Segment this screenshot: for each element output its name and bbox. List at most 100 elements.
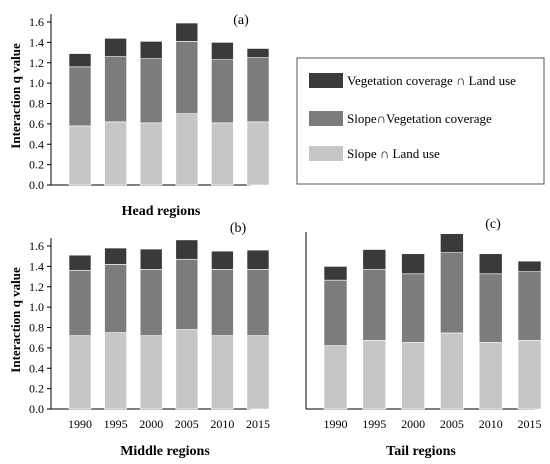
x-tick-label-tail-1990: 1990 xyxy=(324,417,348,431)
y-tick-label-head: 0.4 xyxy=(29,137,44,151)
x-tick-label-middle-2005: 2005 xyxy=(175,417,199,431)
bar-tail-2000-veg-land xyxy=(401,253,425,275)
bar-head-2005-slope-veg xyxy=(175,41,199,114)
bar-head-2000-veg-land xyxy=(139,41,163,59)
chart-middle-regions: Interaction q value (b) Middle regions 0… xyxy=(8,221,270,459)
bar-middle-1990-veg-land xyxy=(68,254,92,271)
bar-tail-2005-veg-land xyxy=(440,233,464,253)
x-tick-label-middle-2000: 2000 xyxy=(139,417,163,431)
region-label-middle: Middle regions xyxy=(120,444,210,459)
panel-label-a: (a) xyxy=(233,13,249,28)
y-tick-label-middle: 1.2 xyxy=(29,280,44,294)
bar-middle-1995-slope-land xyxy=(104,332,127,410)
bar-middle-2000-slope-veg xyxy=(139,269,163,336)
bar-head-2010-veg-land xyxy=(211,42,234,60)
x-tick-label-middle-1990: 1990 xyxy=(68,417,92,431)
legend: Vegetation coverage ∩ Land use Slope∩Veg… xyxy=(296,57,545,185)
y-tick-label-head: 1.2 xyxy=(29,56,44,70)
y-tick-label-head: 1.6 xyxy=(29,15,44,29)
bar-middle-2010-slope-veg xyxy=(211,269,234,336)
y-tick-label-head: 0.2 xyxy=(29,158,44,172)
chart-tail-regions: (c) Tail regions 1990 1995 2000 2005 2010 201… xyxy=(305,217,542,459)
bar-tail-1995-veg-land xyxy=(362,249,387,270)
bar-head-2005-veg-land xyxy=(175,22,199,42)
bar-tail-2000-slope-veg xyxy=(401,273,425,343)
bar-head-1990-veg-land xyxy=(68,53,92,68)
bar-middle-2015-slope-land xyxy=(246,335,270,410)
bar-head-2015-slope-land xyxy=(246,121,270,186)
y-tick-label-middle: 0.8 xyxy=(29,321,44,335)
y-tick-label-middle: 1.0 xyxy=(29,300,44,314)
bar-head-1995-slope-veg xyxy=(104,56,127,123)
y-axis-label-middle: Interaction q value xyxy=(8,267,23,373)
bar-middle-2015-veg-land xyxy=(246,249,270,270)
bar-middle-1990-slope-veg xyxy=(68,270,92,336)
bar-middle-1995-veg-land xyxy=(104,247,127,265)
bar-middle-2010-veg-land xyxy=(211,250,234,270)
legend-label-slope-veg: Slope∩Vegetation coverage xyxy=(347,111,492,126)
bar-tail-1990-slope-veg xyxy=(323,279,348,346)
bar-head-2015-slope-veg xyxy=(246,57,270,123)
y-tick-label-middle: 1.4 xyxy=(29,259,44,273)
bar-head-1995-slope-land xyxy=(104,121,127,186)
legend-label-veg-land: Vegetation coverage ∩ Land use xyxy=(347,73,516,88)
bar-head-1995-veg-land xyxy=(104,37,127,57)
bar-head-2000-slope-land xyxy=(139,122,163,186)
bar-middle-2005-veg-land xyxy=(175,239,199,260)
bar-tail-2010-veg-land xyxy=(478,253,503,275)
region-label-tail: Tail regions xyxy=(386,444,456,459)
y-tick-label-head: 1.0 xyxy=(29,76,44,90)
bar-middle-2005-slope-veg xyxy=(175,258,199,330)
y-tick-label-head: 1.4 xyxy=(29,35,44,49)
y-tick-label-head: 0.0 xyxy=(29,178,44,192)
bar-tail-2005-slope-veg xyxy=(440,252,464,334)
bar-tail-1990-veg-land xyxy=(323,266,348,281)
bar-middle-2000-veg-land xyxy=(139,248,163,270)
x-tick-label-tail-2010: 2010 xyxy=(479,417,503,431)
bar-tail-2005-slope-land xyxy=(440,332,464,410)
x-tick-label-tail-2000: 2000 xyxy=(401,417,425,431)
x-tick-label-middle-2010: 2010 xyxy=(210,417,234,431)
x-tick-label-tail-2015: 2015 xyxy=(518,417,542,431)
bar-middle-2000-slope-land xyxy=(139,335,163,410)
bar-tail-1995-slope-veg xyxy=(362,269,387,341)
y-tick-label-middle: 0.6 xyxy=(29,341,44,355)
bar-tail-2015-veg-land xyxy=(517,260,542,272)
x-tick-label-tail-1995: 1995 xyxy=(362,417,386,431)
legend-swatch-slope-veg xyxy=(309,111,343,126)
bar-middle-2005-slope-land xyxy=(175,329,199,410)
y-tick-label-middle: 0.4 xyxy=(29,361,44,375)
bar-head-2015-veg-land xyxy=(246,48,270,58)
legend-swatch-veg-land xyxy=(309,73,343,88)
legend-swatch-slope-land xyxy=(309,146,343,161)
panel-label-b: (b) xyxy=(230,221,247,236)
bar-head-2005-slope-land xyxy=(175,113,199,186)
bar-middle-1995-slope-veg xyxy=(104,264,127,333)
bar-tail-2015-slope-veg xyxy=(517,271,542,341)
bar-tail-2000-slope-land xyxy=(401,342,425,410)
bar-tail-2015-slope-land xyxy=(517,340,542,410)
panel-label-c: (c) xyxy=(485,217,501,232)
legend-label-slope-land: Slope ∩ Land use xyxy=(347,146,440,161)
chart-head-regions: Interaction q value (a) Head regions 0.0… xyxy=(8,13,270,219)
bar-head-2000-slope-veg xyxy=(139,58,163,124)
bar-head-2010-slope-land xyxy=(211,122,234,186)
bar-middle-2010-slope-land xyxy=(211,335,234,410)
bar-head-2010-slope-veg xyxy=(211,59,234,124)
bar-tail-2010-slope-veg xyxy=(478,273,503,343)
y-tick-label-middle: 1.6 xyxy=(29,239,44,253)
x-tick-label-middle-1995: 1995 xyxy=(104,417,128,431)
region-label-head: Head regions xyxy=(122,204,201,219)
bar-middle-2015-slope-veg xyxy=(246,269,270,336)
y-axis-label-head: Interaction q value xyxy=(8,43,23,149)
bar-tail-1995-slope-land xyxy=(362,340,387,410)
x-tick-label-tail-2005: 2005 xyxy=(440,417,464,431)
y-tick-label-head: 0.8 xyxy=(29,97,44,111)
bar-middle-1990-slope-land xyxy=(68,335,92,410)
y-tick-label-middle: 0.2 xyxy=(29,382,44,396)
bar-head-1990-slope-veg xyxy=(68,66,92,127)
bar-tail-1990-slope-land xyxy=(323,345,348,410)
x-tick-label-middle-2015: 2015 xyxy=(246,417,270,431)
y-tick-label-middle: 0.0 xyxy=(29,402,44,416)
